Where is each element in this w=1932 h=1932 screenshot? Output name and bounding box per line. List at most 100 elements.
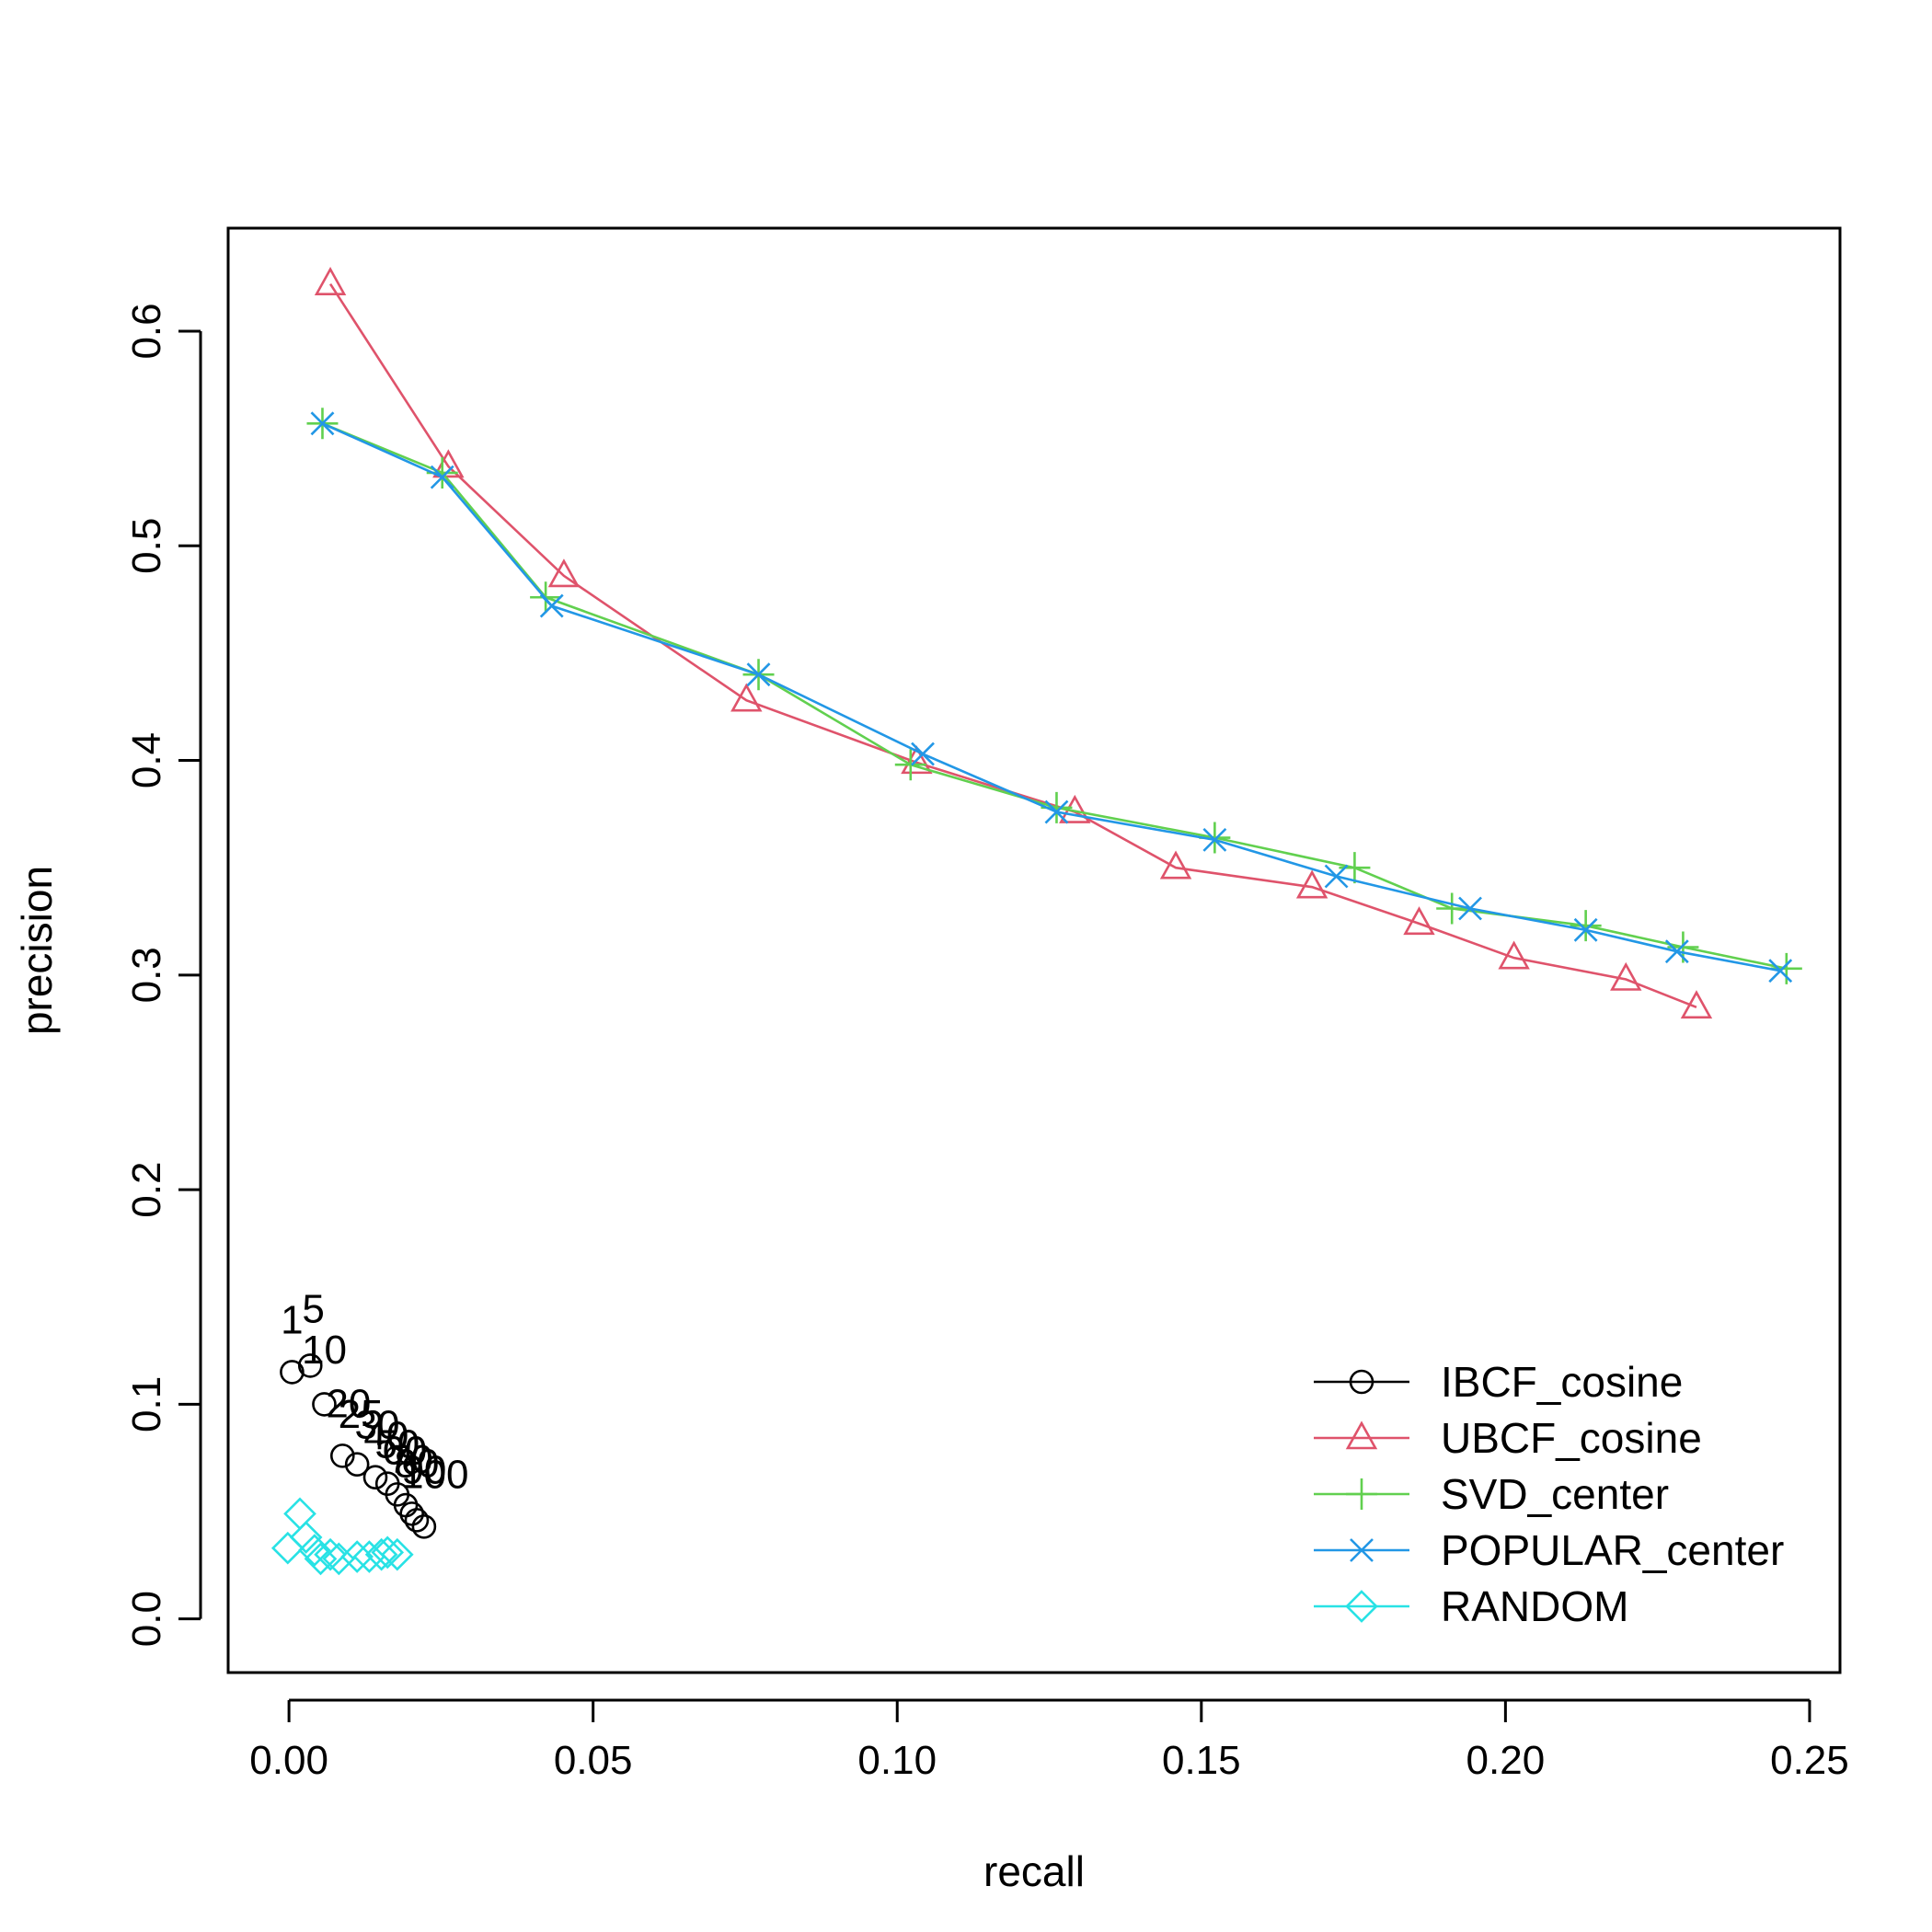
data-point-ubcf-cosine bbox=[314, 266, 347, 295]
data-point-ibcf-cosine bbox=[312, 1392, 337, 1417]
y-axis-title: precision bbox=[13, 866, 61, 1035]
point-label: 50 bbox=[374, 1422, 420, 1467]
legend-label: IBCF_cosine bbox=[1441, 1358, 1683, 1406]
data-point-popular-center bbox=[1458, 896, 1482, 921]
data-point-ibcf-cosine bbox=[404, 1508, 430, 1533]
data-point-ibcf-cosine bbox=[297, 1353, 323, 1378]
data-point-popular-center bbox=[911, 742, 935, 766]
data-point-ubcf-cosine bbox=[1680, 990, 1713, 1019]
series-line-ubcf-cosine bbox=[328, 282, 1697, 1009]
data-point-popular-center bbox=[1573, 917, 1598, 942]
plot-frame bbox=[226, 226, 1842, 1674]
point-label: 90 bbox=[401, 1448, 446, 1493]
data-point-random bbox=[270, 1531, 305, 1565]
y-tick-label: 0.0 bbox=[124, 1591, 169, 1647]
data-point-random bbox=[314, 1537, 347, 1571]
legend-label: RANDOM bbox=[1441, 1582, 1628, 1630]
y-tick-label: 0.2 bbox=[124, 1162, 169, 1218]
series-svd-center bbox=[306, 408, 1802, 984]
point-label: 70 bbox=[388, 1437, 433, 1482]
data-point-svd-center bbox=[1770, 952, 1802, 984]
x-axis: 0.00 0.05 0.10 0.15 0.20 0.25 bbox=[249, 1698, 1849, 1783]
legend-item-ubcf-cosine: UBCF_cosine bbox=[1314, 1414, 1702, 1462]
legend-item-random: RANDOM bbox=[1314, 1582, 1628, 1630]
data-point-ibcf-cosine bbox=[344, 1452, 370, 1478]
legend-label: POPULAR_center bbox=[1441, 1526, 1784, 1574]
legend-marker bbox=[1349, 1369, 1374, 1395]
series-line-svd-center bbox=[321, 422, 1788, 971]
y-tick-label: 0.6 bbox=[124, 303, 169, 359]
data-point-random bbox=[322, 1542, 356, 1576]
point-label: 80 bbox=[394, 1442, 439, 1487]
y-tick-label: 0.4 bbox=[124, 732, 169, 788]
legend-label: UBCF_cosine bbox=[1441, 1414, 1702, 1462]
data-point-svd-center bbox=[1436, 892, 1468, 925]
data-point-svd-center bbox=[1570, 910, 1602, 942]
series-layer bbox=[270, 266, 1802, 1576]
legend-item-ibcf-cosine: IBCF_cosine bbox=[1314, 1358, 1683, 1406]
data-point-ubcf-cosine bbox=[547, 558, 581, 588]
data-point-random bbox=[352, 1540, 386, 1573]
data-point-popular-center bbox=[1768, 959, 1793, 983]
data-point-svd-center bbox=[894, 749, 926, 781]
point-label: 30 bbox=[355, 1403, 400, 1448]
point-label: 100 bbox=[401, 1452, 468, 1497]
y-tick-label: 0.5 bbox=[124, 518, 169, 574]
point-label: 40 bbox=[363, 1413, 408, 1458]
legend-item-svd-center: SVD_center bbox=[1314, 1470, 1669, 1518]
data-point-ibcf-cosine bbox=[399, 1501, 424, 1526]
data-point-ibcf-cosine bbox=[411, 1514, 437, 1539]
data-point-ibcf-cosine bbox=[362, 1465, 388, 1490]
data-point-ibcf-cosine bbox=[329, 1443, 355, 1468]
data-point-random bbox=[289, 1521, 323, 1554]
data-point-popular-center bbox=[1324, 864, 1349, 889]
data-point-random bbox=[364, 1537, 398, 1571]
x-tick-label: 0.25 bbox=[1770, 1738, 1849, 1783]
data-point-popular-center bbox=[1044, 799, 1069, 824]
legend-item-popular-center: POPULAR_center bbox=[1314, 1526, 1784, 1574]
legend-marker bbox=[1346, 1478, 1377, 1510]
data-point-ubcf-cosine bbox=[1610, 961, 1642, 991]
data-point-ubcf-cosine bbox=[1498, 940, 1530, 970]
y-tick-label: 0.1 bbox=[124, 1376, 169, 1432]
series-popular-center bbox=[310, 411, 1793, 983]
data-point-random bbox=[283, 1497, 316, 1531]
series-random bbox=[270, 1497, 414, 1576]
data-point-popular-center bbox=[1202, 827, 1227, 852]
data-point-popular-center bbox=[310, 411, 335, 436]
data-point-popular-center bbox=[1664, 939, 1689, 964]
legend-marker bbox=[1345, 1420, 1378, 1450]
data-point-ubcf-cosine bbox=[1159, 850, 1192, 880]
data-point-random bbox=[371, 1535, 405, 1570]
x-tick-label: 0.20 bbox=[1466, 1738, 1546, 1783]
point-label: 10 bbox=[302, 1328, 347, 1373]
data-point-ubcf-cosine bbox=[1295, 869, 1328, 899]
x-axis-title: recall bbox=[983, 1847, 1085, 1895]
y-tick-label: 0.3 bbox=[124, 947, 169, 1003]
point-label: 1 bbox=[281, 1297, 303, 1342]
legend: IBCF_cosine UBCF_cosine SVD_center POPULAR_… bbox=[1314, 1358, 1784, 1630]
legend-label: SVD_center bbox=[1441, 1470, 1669, 1518]
data-point-ibcf-cosine bbox=[280, 1360, 305, 1385]
series-ibcf-cosine bbox=[280, 1353, 437, 1539]
point-label: 20 bbox=[326, 1381, 371, 1426]
data-point-ubcf-cosine bbox=[1403, 906, 1435, 936]
data-point-popular-center bbox=[746, 662, 771, 687]
point-label: 5 bbox=[302, 1287, 324, 1332]
x-tick-label: 0.15 bbox=[1162, 1738, 1241, 1783]
series-ubcf-cosine bbox=[314, 266, 1713, 1019]
legend-marker bbox=[1345, 1590, 1378, 1623]
legend-marker bbox=[1350, 1538, 1374, 1562]
x-tick-label: 0.05 bbox=[554, 1738, 633, 1783]
data-point-random bbox=[340, 1540, 374, 1573]
data-point-popular-center bbox=[430, 465, 454, 489]
x-tick-label: 0.00 bbox=[249, 1738, 328, 1783]
data-point-random bbox=[380, 1537, 414, 1571]
data-point-popular-center bbox=[539, 593, 564, 618]
y-axis: 0.0 0.1 0.2 0.3 0.4 0.5 0.6 bbox=[124, 303, 202, 1647]
point-label: 25 bbox=[339, 1392, 384, 1437]
point-label: 60 bbox=[382, 1429, 427, 1474]
data-point-ubcf-cosine bbox=[730, 683, 763, 712]
